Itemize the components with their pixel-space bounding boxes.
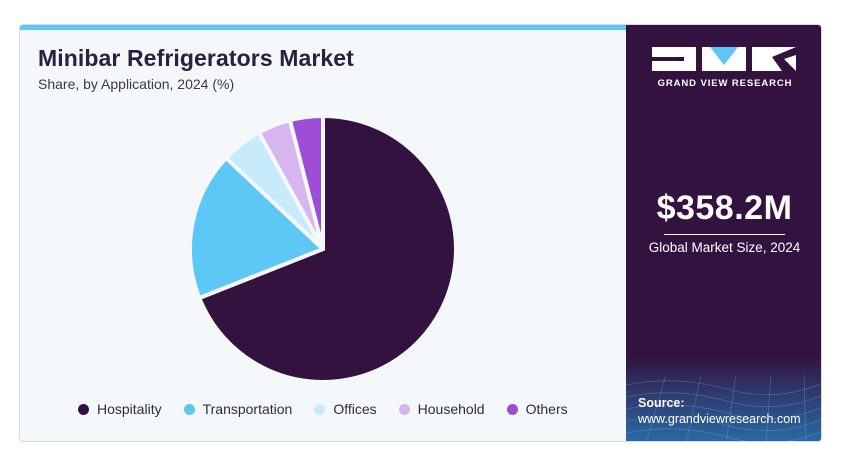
legend-swatch	[314, 403, 326, 415]
legend-label: Household	[417, 401, 485, 417]
legend-swatch	[398, 403, 410, 415]
source-url: www.grandviewresearch.com	[638, 412, 801, 426]
pie-slice-hospitality	[197, 114, 458, 384]
decorative-wave	[626, 355, 821, 441]
legend-item-offices: Offices	[314, 401, 377, 417]
pie-slice-others	[287, 114, 325, 251]
sidebar-panel: GRAND VIEW RESEARCH $358.2M Global Marke…	[626, 25, 821, 441]
legend-label: Others	[525, 401, 568, 417]
legend-label: Offices	[333, 401, 377, 417]
legend-item-household: Household	[398, 401, 485, 417]
legend-label: Transportation	[202, 401, 293, 417]
logo-mark-icon	[652, 47, 798, 71]
pie-chart	[188, 114, 458, 384]
market-size-label: Global Market Size, 2024	[648, 240, 801, 255]
legend-item-others: Others	[506, 401, 568, 417]
accent-bar	[20, 25, 626, 30]
legend-swatch	[506, 403, 518, 415]
source-note: Source: www.grandviewresearch.com	[638, 395, 801, 427]
pie-slice-transportation	[188, 155, 325, 300]
brand-logo: GRAND VIEW RESEARCH	[652, 47, 798, 89]
legend-swatch	[183, 403, 195, 415]
legend-label: Hospitality	[97, 401, 162, 417]
brand-name: GRAND VIEW RESEARCH	[657, 78, 793, 89]
legend-item-transportation: Transportation	[183, 401, 293, 417]
divider	[664, 234, 785, 235]
chart-title: Minibar Refrigerators Market	[38, 45, 354, 71]
chart-card: Minibar Refrigerators Market Share, by A…	[19, 24, 822, 442]
chart-subtitle: Share, by Application, 2024 (%)	[38, 76, 235, 92]
source-label: Source:	[638, 396, 685, 410]
legend-item-hospitality: Hospitality	[78, 401, 162, 417]
market-size-value: $358.2M	[656, 189, 793, 227]
legend-swatch	[78, 403, 89, 415]
chart-legend: Hospitality Transportation Offices Househol…	[78, 401, 568, 417]
